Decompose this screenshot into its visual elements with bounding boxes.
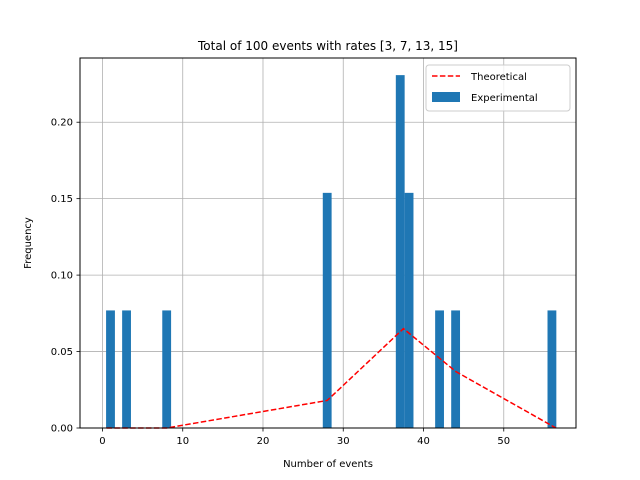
x-tick-label-0: 0: [99, 436, 105, 447]
y-tick-label-4: 0.20: [51, 118, 73, 129]
bar-8: [547, 310, 557, 428]
bar-2: [162, 310, 172, 428]
legend: Theoretical Experimental: [425, 64, 571, 112]
bar-1: [122, 310, 131, 428]
x-tick-label-1: 10: [176, 436, 189, 447]
y-axis-title: Frequency: [23, 217, 34, 269]
x-tick-label-3: 30: [337, 436, 350, 447]
bar-7: [451, 310, 461, 428]
bar-6: [435, 310, 444, 428]
x-tick-label-2: 20: [257, 436, 270, 447]
y-tick-label-3: 0.15: [51, 194, 73, 205]
y-tick-label-0: 0.00: [51, 424, 73, 435]
bar-5: [404, 192, 414, 428]
chart-title: Total of 100 events with rates [3, 7, 13…: [197, 39, 458, 53]
x-tick-label-4: 40: [417, 436, 430, 447]
bars: [106, 75, 557, 429]
legend-theoretical-label: Theoretical: [470, 72, 527, 83]
plot-frame: [79, 57, 577, 429]
y-tick-label-2: 0.10: [51, 271, 73, 282]
bar-3: [322, 192, 332, 428]
x-tick-label-5: 50: [497, 436, 510, 447]
legend-experimental-label: Experimental: [471, 93, 538, 104]
ticks: 0 10 20 30 40 50 0.00 0.05 0.10 0.15 0.20: [51, 118, 510, 447]
bar-4: [395, 75, 405, 429]
bar-0: [106, 310, 115, 428]
legend-experimental-swatch: [432, 92, 460, 102]
y-tick-label-1: 0.05: [51, 347, 73, 358]
x-axis-title: Number of events: [283, 459, 373, 470]
legend-box: [425, 64, 571, 112]
